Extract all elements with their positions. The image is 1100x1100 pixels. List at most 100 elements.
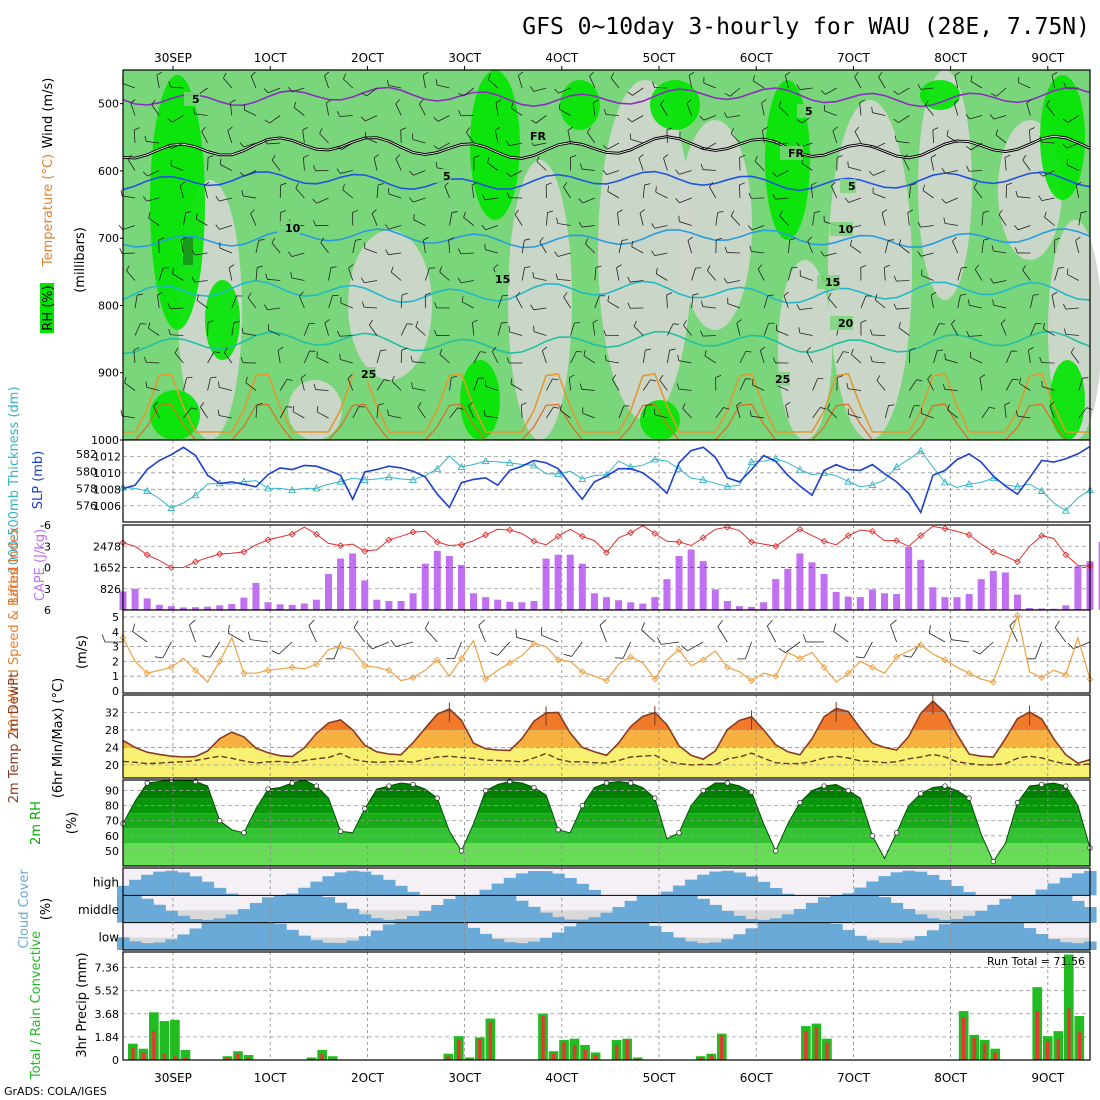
wind-speed-marker — [312, 660, 320, 668]
contour-5c-upper — [122, 86, 1091, 108]
contour-25c — [123, 372, 1090, 433]
wind-barb — [727, 115, 741, 118]
wind-barb — [267, 142, 281, 145]
wind-barb — [616, 264, 622, 269]
thickness-marker — [1061, 506, 1070, 514]
cloud-cover-cell — [540, 937, 553, 950]
wind-barb — [244, 109, 257, 116]
slp-bg — [123, 440, 1090, 522]
precip-convective-bar — [593, 1054, 598, 1060]
wind-barb — [921, 413, 934, 419]
wind-barb — [603, 108, 607, 115]
wind-barb — [663, 154, 669, 159]
wind-barb — [1022, 269, 1031, 281]
contour-label: FR — [530, 130, 547, 143]
wind-barb — [772, 172, 778, 177]
wind-barb — [412, 197, 426, 203]
cloud-cover-cell — [854, 887, 867, 896]
cloud-cover-cell — [660, 891, 674, 896]
wind-barb — [932, 129, 934, 144]
wind-10m-barb — [424, 621, 430, 629]
cape-bar — [167, 606, 175, 610]
cloud-cover-cell — [467, 927, 481, 950]
wind-barb — [219, 225, 232, 230]
cape-bar — [772, 579, 780, 610]
wind-barb — [799, 87, 813, 91]
wind-barb — [127, 159, 136, 171]
wind-barb — [585, 238, 589, 245]
wind-barb — [730, 133, 741, 144]
rh-max-cell — [183, 237, 193, 265]
wind-barb — [1038, 171, 1044, 177]
wind-barb — [391, 381, 402, 391]
wind-barb — [277, 350, 281, 364]
wind-10m-barb — [929, 632, 946, 643]
cloud-cover-cell — [274, 923, 287, 950]
cloud-cover-cell — [274, 895, 287, 923]
wind-barb — [922, 184, 925, 191]
wind-barb — [167, 144, 172, 149]
wind-barb — [434, 329, 437, 336]
wind-barb — [675, 198, 680, 204]
wind-barb — [271, 242, 281, 254]
wind-barb — [378, 403, 384, 406]
wind-barb — [200, 406, 208, 419]
wind-barb — [207, 155, 214, 158]
wind-barb — [223, 347, 228, 353]
wind-speed-marker — [989, 678, 997, 686]
wind-10m-barb — [366, 642, 373, 650]
wind-barb — [148, 212, 151, 219]
cloud-cover-cell — [672, 885, 686, 896]
wind-barb — [820, 251, 825, 257]
cape-bar — [1062, 605, 1070, 610]
wind-barb — [1039, 356, 1042, 363]
wind-barb — [207, 320, 214, 323]
cape-bar — [457, 564, 465, 610]
wind-speed-marker — [965, 669, 973, 677]
wind-barb — [497, 322, 502, 336]
precip-convective-bar — [467, 1058, 472, 1060]
wind-barb — [400, 295, 403, 309]
y-tick-label: 700 — [98, 232, 119, 245]
wind-barb — [336, 145, 342, 151]
cloud-cover-cell — [370, 918, 384, 923]
wind-barb — [603, 330, 607, 336]
cape-bar — [820, 573, 828, 610]
wind-barb — [546, 182, 552, 186]
wind-barb — [130, 99, 136, 104]
cloud-cover-cell — [950, 886, 964, 896]
thickness-marker — [554, 469, 563, 477]
wind-barb — [589, 75, 596, 89]
wind-barb — [581, 225, 595, 228]
rh2m-marker — [652, 795, 658, 801]
wind-10m-barb — [778, 647, 786, 653]
cloud-cover-cell — [745, 928, 759, 950]
cloud-cover-cell — [1023, 928, 1037, 950]
wind-barb — [594, 295, 600, 309]
precip-tick-label: 1.84 — [95, 1031, 120, 1044]
wind-speed-marker — [264, 666, 272, 674]
slp-tick-label: 1008 — [93, 483, 121, 496]
cloud-cover-cell — [201, 919, 215, 923]
wind-speed-marker — [893, 653, 901, 661]
cloud-cover-cell — [576, 919, 589, 923]
precip-convective-bar — [583, 1049, 587, 1060]
wind-barb — [435, 79, 438, 86]
cloud-cover-cell — [975, 910, 988, 923]
wind-10m-barb — [949, 631, 952, 640]
wind-barb — [752, 379, 754, 385]
wind-barb — [1014, 247, 1018, 254]
wind-barb — [183, 407, 192, 419]
wind-barb — [415, 326, 426, 336]
rh2m-marker — [579, 802, 586, 809]
cloud-cover-cell — [515, 873, 529, 896]
wind-barb — [1029, 127, 1035, 131]
wind-barb — [383, 379, 390, 382]
wind-barb — [715, 212, 719, 226]
wind-barb — [807, 240, 813, 254]
wind-barb — [806, 351, 813, 364]
wind-barb — [385, 249, 389, 255]
wind-barb — [423, 236, 429, 241]
wind-barb — [878, 76, 886, 89]
li-marker — [893, 537, 901, 545]
